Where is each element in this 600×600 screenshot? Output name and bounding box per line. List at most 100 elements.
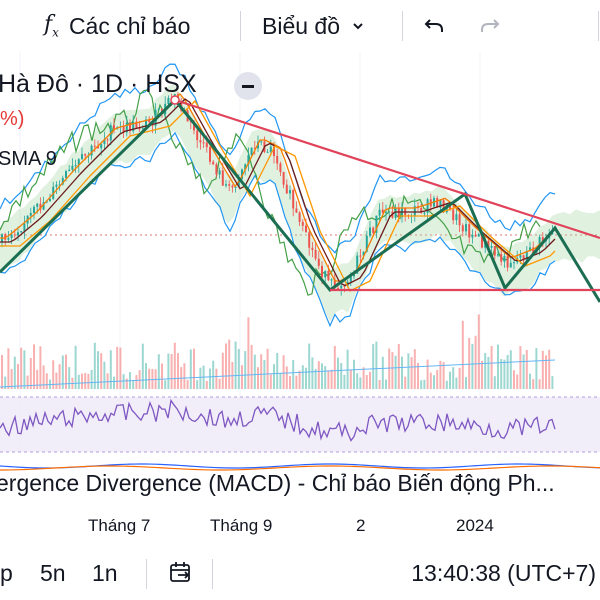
volume-bar [125,378,128,389]
redo-icon[interactable] [478,14,502,38]
candle-body [106,139,109,141]
indicators-button[interactable]: fx Các chỉ báo [44,0,190,52]
volume-bar [292,360,295,389]
moving-average-lines [0,93,556,292]
candle-body [513,262,515,264]
calendar-arrow-icon[interactable] [168,560,194,586]
volume-bar [189,349,192,389]
volume-bar [81,373,83,389]
volume-bar [343,374,346,389]
candle-body [333,279,336,289]
candle-body [522,255,525,261]
volume-bar [365,375,368,389]
candle-body [209,147,211,162]
volume-bar [186,379,189,389]
candle-body [525,251,528,261]
volume-bar [234,341,237,389]
volume-bar [285,366,288,389]
volume-bar [29,357,32,389]
volume-bar [122,374,125,389]
volume-bar [276,352,279,389]
macd-indicator-legend[interactable]: ergence Divergence (MACD) - Chỉ báo Biến… [0,470,555,496]
candle-body [532,247,535,253]
volume-bar [23,350,26,389]
volume-bar [490,346,493,389]
candle-body [125,122,128,133]
volume-bar [426,359,429,389]
volume-bar [529,373,531,389]
time-axis-label: Tháng 7 [88,516,151,535]
candle-body [362,251,365,256]
volume-bar [119,347,122,389]
volume-bar [538,379,541,389]
volume-bar [394,355,397,389]
undo-icon[interactable] [422,14,446,38]
volume-bar [177,353,179,389]
candle-body [17,232,19,236]
clock-display[interactable]: 13:40:38 (UTC+7) [411,560,596,586]
candle-body [269,146,272,152]
volume-bar [375,341,378,389]
candle-body [401,208,403,218]
volume-bar [378,380,381,389]
candle-body [455,214,458,221]
volume-bar [298,370,301,389]
volume-bar [333,345,336,389]
volume-bar [327,370,330,389]
candle-body [266,151,269,153]
candle-body [369,227,371,236]
candle-body [474,234,477,237]
candle-body [359,255,362,257]
candle-body [74,165,77,167]
volume-bar [401,356,403,389]
volume-bar [413,349,416,389]
time-axis[interactable]: Tháng 7 Tháng 9 2 2024 [0,512,600,540]
volume-bar [132,380,135,389]
volume-bar [247,317,250,389]
volume-bar [439,360,442,389]
volume-bar [324,366,327,389]
candle-body [138,128,141,130]
volume-bar [436,369,439,389]
volume-bar [170,354,173,389]
candle-body [4,234,7,240]
volume-bar [116,346,119,389]
price-chart[interactable] [0,52,600,512]
candle-body [103,139,106,145]
candle-body [148,119,151,123]
candle-body [58,184,61,186]
volume-bar [36,369,39,389]
candle-body [343,285,346,287]
volume-bar [535,348,538,389]
candle-body [145,119,147,129]
candle-body [29,213,32,216]
volume-bar [397,344,400,389]
volume-bar [423,379,426,389]
symbol-legend[interactable]: Hà Đô · 1D · HSX [0,70,197,98]
sma-legend[interactable]: SMA 9 [0,148,57,170]
volume-bar [481,360,483,389]
candle-body [189,121,192,123]
volume-bar [205,380,208,389]
volume-bar [269,374,272,389]
volume-bar [295,375,298,389]
candle-body [20,231,23,233]
volume-bar [388,348,391,389]
volume-bar [509,350,512,389]
upper-band [0,63,556,254]
volume-bar [42,365,45,389]
volume-bar [196,380,199,389]
collapse-legend-button[interactable] [234,72,262,100]
volume-bar [26,375,29,389]
candle-body [39,203,42,210]
timeframe-button[interactable]: p [0,560,13,586]
timeframe-button[interactable]: 5n [40,560,66,586]
volume-bar [109,350,112,389]
timeframe-button[interactable]: 1n [92,560,118,586]
volume-bar [84,372,87,389]
candle-body [298,212,301,222]
rsi-pane [0,396,600,453]
candle-body [71,165,74,170]
volume-bar [321,363,323,389]
chart-type-button[interactable]: Biểu đồ [262,0,366,52]
